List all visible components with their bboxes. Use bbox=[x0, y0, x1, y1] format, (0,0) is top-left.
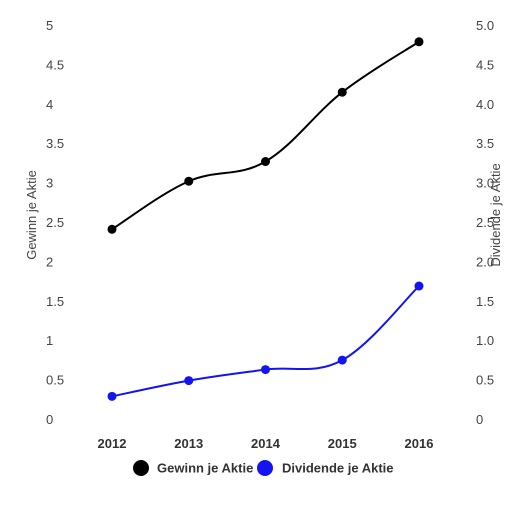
series-line-gewinn bbox=[111, 40, 420, 231]
data-point-gewinn bbox=[107, 224, 117, 234]
data-point-gewinn bbox=[414, 37, 424, 47]
right-y-tick-label: 5.0 bbox=[476, 18, 494, 33]
right-y-tick-label: 2.0 bbox=[476, 254, 494, 269]
right-y-tick-label: 1.0 bbox=[476, 333, 494, 348]
series-line-dividende bbox=[111, 285, 420, 398]
left-y-axis-ticks: 0 0.5 1 1.5 2 2.5 3 3.5 4 4.5 5 bbox=[46, 18, 64, 427]
left-y-tick-label: 1.5 bbox=[46, 294, 64, 309]
x-axis-ticks: 2012 2013 2014 2015 2016 bbox=[98, 436, 434, 451]
series-layer bbox=[107, 37, 424, 401]
left-y-tick-label: 1 bbox=[46, 333, 53, 348]
legend[interactable]: Gewinn je Aktie Dividende je Aktie bbox=[133, 460, 394, 476]
right-y-tick-label: 3.5 bbox=[476, 136, 494, 151]
left-y-tick-label: 2 bbox=[46, 254, 53, 269]
right-y-tick-label: 2.5 bbox=[476, 215, 494, 230]
right-y-tick-label: 3.0 bbox=[476, 176, 494, 191]
x-tick-label: 2013 bbox=[174, 436, 203, 451]
left-y-axis-title: Gewinn je Aktie bbox=[24, 170, 39, 260]
legend-item[interactable]: Gewinn je Aktie bbox=[133, 460, 253, 476]
data-point-dividende bbox=[261, 365, 270, 375]
data-point-dividende bbox=[337, 355, 347, 365]
legend-marker bbox=[257, 460, 273, 476]
x-tick-label: 2014 bbox=[251, 436, 281, 451]
legend-label: Dividende je Aktie bbox=[282, 461, 394, 476]
x-tick-label: 2012 bbox=[98, 436, 127, 451]
data-point-dividende bbox=[107, 391, 117, 401]
legend-marker bbox=[133, 460, 149, 476]
left-y-tick-label: 2.5 bbox=[46, 215, 64, 230]
legend-label: Gewinn je Aktie bbox=[157, 461, 253, 476]
right-y-tick-label: 1.5 bbox=[476, 294, 494, 309]
left-y-tick-label: 0 bbox=[46, 412, 53, 427]
left-y-tick-label: 3 bbox=[46, 176, 53, 191]
left-y-tick-label: 3.5 bbox=[46, 136, 64, 151]
data-point-gewinn bbox=[337, 87, 347, 97]
right-y-tick-label: 0.5 bbox=[476, 373, 494, 388]
right-y-axis-ticks: 0 0.5 1.0 1.5 2.0 2.5 3.0 3.5 4.0 4.5 5.0 bbox=[476, 18, 494, 427]
right-y-axis-title: Dividende je Aktie bbox=[488, 163, 503, 266]
data-point-gewinn bbox=[184, 176, 194, 186]
legend-item[interactable]: Dividende je Aktie bbox=[257, 460, 394, 476]
right-y-tick-label: 4.5 bbox=[476, 57, 494, 72]
x-tick-label: 2016 bbox=[405, 436, 434, 451]
x-tick-label: 2015 bbox=[328, 436, 357, 451]
left-y-tick-label: 4.5 bbox=[46, 57, 64, 72]
left-y-tick-label: 0.5 bbox=[46, 373, 64, 388]
data-point-dividende bbox=[184, 376, 194, 386]
right-y-tick-label: 4.0 bbox=[476, 97, 494, 112]
right-y-tick-label: 0 bbox=[476, 412, 483, 427]
data-point-dividende bbox=[414, 281, 424, 291]
left-y-tick-label: 4 bbox=[46, 97, 53, 112]
left-y-tick-label: 5 bbox=[46, 18, 53, 33]
data-point-gewinn bbox=[261, 157, 270, 167]
